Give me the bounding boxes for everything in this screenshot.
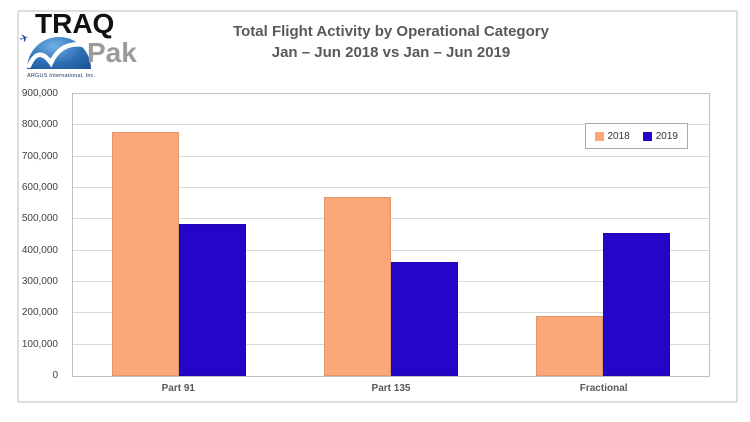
gridline [73,124,709,126]
y-axis-tick-label: 600,000 [21,182,58,193]
bar-2019-part-135 [391,261,458,376]
y-axis-tick-label: 300,000 [21,276,58,287]
company-name: ARGUS International, Inc. [27,73,96,79]
traqpak-logo: TRAQ ✈ Pak ARGUS International, Inc. [18,8,156,80]
chart-title: Total Flight Activity by Operational Cat… [233,23,549,40]
x-axis-category-label: Part 135 [371,383,411,394]
bar-2018-fractional [536,316,603,376]
plot-area: 2018 2019 [72,93,710,377]
gridline [73,249,709,251]
legend-label-2018: 2018 [607,130,630,142]
legend-entry-2019: 2019 [642,130,678,142]
bar-2018-part-91 [112,131,179,376]
y-axis-tick-label: 500,000 [21,213,58,225]
gridline [73,187,709,188]
brand-traq-text: TRAQ [35,8,115,39]
gridline [73,155,709,157]
x-axis-category-label: Part 91 [161,383,195,394]
chart-subtitle: Jan – Jun 2018 vs Jan – Jun 2019 [271,44,511,61]
legend-label-2019: 2019 [655,130,678,142]
legend: 2018 2019 [584,123,688,149]
y-axis-tick-label: 700,000 [21,150,58,162]
x-axis-labels: Part 91 Part 135 Fractional [72,383,710,399]
y-axis-labels: 0 100,000 200,000 300,000 400,000 500,000 600,… [0,88,64,381]
y-axis-tick-label: 800,000 [21,119,58,131]
legend-swatch-2019 [642,131,652,141]
legend-swatch-2018 [594,131,604,141]
gridline [73,218,709,220]
y-axis-tick-label: 100,000 [21,338,58,350]
bar-2018-part-135 [324,197,391,376]
y-axis-tick-label: 900,000 [21,88,58,99]
bar-2019-fractional [603,233,670,376]
legend-entry-2018: 2018 [594,130,630,142]
y-axis-tick-label: 200,000 [21,307,58,319]
logo-swoosh-icon [26,42,93,69]
bar-2019-part-91 [179,224,246,376]
brand-pak-text: Pak [87,37,137,68]
x-axis-category-label: Fractional [579,383,628,394]
y-axis-tick-label: 0 [52,370,58,381]
y-axis-tick-label: 400,000 [21,244,58,256]
